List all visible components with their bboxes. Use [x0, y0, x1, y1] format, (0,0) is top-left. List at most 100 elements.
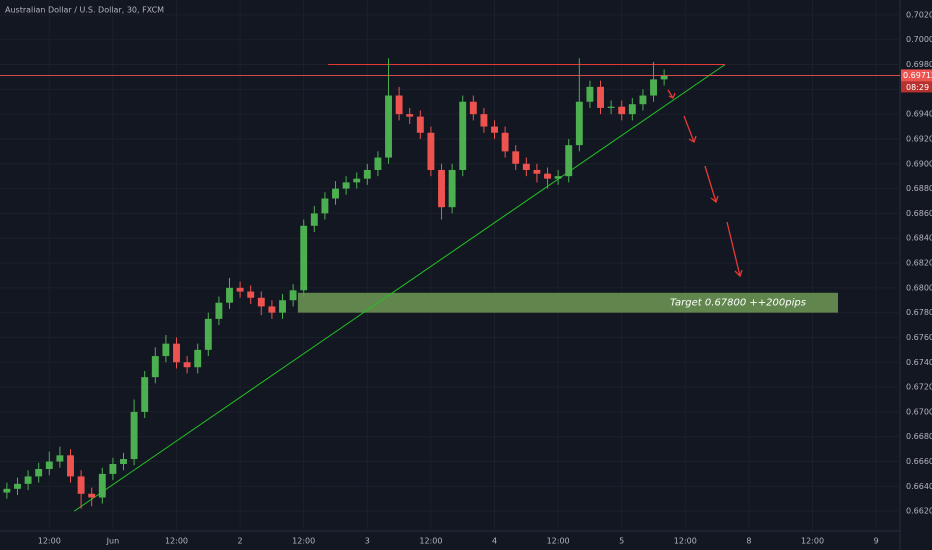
candle-body	[67, 455, 74, 477]
candle-body	[353, 178, 361, 183]
candle-body	[88, 493, 96, 498]
candle-body	[257, 297, 265, 307]
candle-body	[416, 116, 424, 133]
candle-body	[363, 169, 371, 179]
candle-body	[501, 132, 509, 152]
arrow	[667, 89, 674, 99]
candle-body	[586, 86, 594, 102]
target-zone	[297, 292, 838, 313]
candle-body	[173, 343, 180, 363]
candle-body	[385, 95, 392, 158]
candle-body	[628, 104, 636, 115]
candle-body	[618, 106, 626, 115]
candle-body	[395, 95, 403, 115]
candle-body	[194, 349, 202, 368]
candle-body	[14, 483, 21, 489]
candle-body	[448, 169, 456, 208]
price-badge	[901, 69, 932, 82]
candle-body	[342, 182, 350, 189]
candle-body	[427, 132, 435, 170]
candle-body	[544, 173, 551, 179]
candle-body	[512, 151, 520, 164]
candle-body	[77, 476, 85, 494]
candle-body	[226, 287, 233, 303]
x-tick-label: 12:00	[292, 537, 315, 546]
x-tick-label: 4	[492, 537, 497, 546]
candle-body	[332, 188, 339, 199]
countdown-label: 08:29	[906, 83, 929, 92]
candle-body	[35, 468, 43, 477]
candle-body	[406, 114, 414, 117]
x-tick-label: 12:00	[801, 537, 824, 546]
candle-body	[480, 114, 488, 127]
candle-body	[459, 101, 467, 170]
candle-body	[247, 291, 255, 298]
candle-body	[109, 464, 117, 474]
candle-body	[289, 290, 297, 301]
plot: Target 0.67800 ++200pips	[0, 58, 900, 512]
trendline	[73, 64, 726, 512]
x-tick-label: 2	[238, 537, 243, 546]
candle-body	[236, 287, 244, 292]
candle-body	[522, 163, 530, 170]
candle-body	[120, 459, 127, 465]
candle-body	[597, 86, 604, 108]
candle-body	[650, 79, 657, 96]
x-tick-label: 3	[365, 537, 370, 546]
candle-body	[279, 300, 286, 313]
arrow-head	[668, 92, 676, 99]
candle-body	[554, 176, 562, 179]
countdown-badge	[901, 81, 932, 93]
arrow	[726, 221, 741, 277]
candle-body	[24, 476, 32, 484]
x-tick-label: 12:00	[38, 537, 61, 546]
candle-body	[56, 455, 64, 462]
candle-body	[162, 343, 170, 357]
y-tick-label: 0.67800	[906, 308, 932, 317]
arrow-head	[734, 269, 743, 278]
x-tick-label: 5	[619, 537, 624, 546]
candle-body	[215, 302, 223, 319]
candle-body	[491, 126, 498, 133]
arrows	[667, 89, 743, 278]
arrow	[683, 115, 695, 143]
candle-body	[660, 75, 668, 80]
candle-body	[130, 411, 138, 460]
y-tick-label: 0.70200	[906, 10, 932, 19]
candle-body	[438, 169, 445, 208]
candle-body	[575, 101, 583, 146]
candle-body	[639, 95, 647, 105]
candle-body	[151, 356, 159, 378]
candle-body	[204, 318, 212, 350]
x-tick-label: 8	[746, 537, 751, 546]
candle-body	[533, 169, 541, 174]
x-tick-label: Jun	[106, 537, 120, 546]
candle-body	[300, 225, 308, 291]
candle-body	[374, 157, 382, 170]
candle-body	[607, 106, 615, 108]
candle-body	[183, 362, 191, 368]
target-label: Target 0.67800 ++200pips	[670, 298, 806, 309]
candle-body	[45, 461, 53, 469]
x-tick-label: 12:00	[419, 537, 442, 546]
chart-title: Australian Dollar / U.S. Dollar, 30, FXC…	[5, 6, 164, 15]
